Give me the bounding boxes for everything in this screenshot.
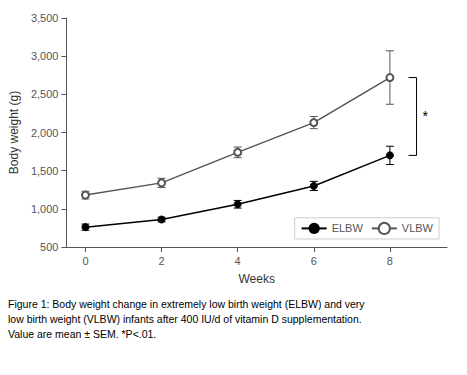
svg-text:Body weight (g): Body weight (g)	[7, 91, 21, 174]
svg-text:2,000: 2,000	[31, 127, 59, 139]
svg-text:4: 4	[235, 255, 241, 267]
svg-text:2,500: 2,500	[31, 88, 59, 100]
svg-text:1,000: 1,000	[31, 203, 59, 215]
svg-text:6: 6	[311, 255, 317, 267]
svg-text:3,000: 3,000	[31, 50, 59, 62]
svg-text:0: 0	[82, 255, 88, 267]
svg-text:VLBW: VLBW	[402, 222, 434, 234]
svg-text:1,500: 1,500	[31, 165, 59, 177]
svg-text:3,500: 3,500	[31, 12, 59, 24]
svg-text:8: 8	[387, 255, 393, 267]
svg-text:Weeks: Weeks	[238, 272, 274, 286]
svg-text:ELBW: ELBW	[332, 222, 364, 234]
svg-text:500: 500	[40, 241, 58, 253]
svg-text:Value are mean ± SEM. *P<.01.: Value are mean ± SEM. *P<.01.	[8, 328, 156, 340]
svg-text:*: *	[423, 108, 429, 124]
svg-text:low birth weight (VLBW) infant: low birth weight (VLBW) infants after 40…	[8, 313, 362, 325]
svg-text:Figure 1: Body weight change i: Figure 1: Body weight change in extremel…	[8, 298, 365, 310]
svg-text:2: 2	[159, 255, 165, 267]
